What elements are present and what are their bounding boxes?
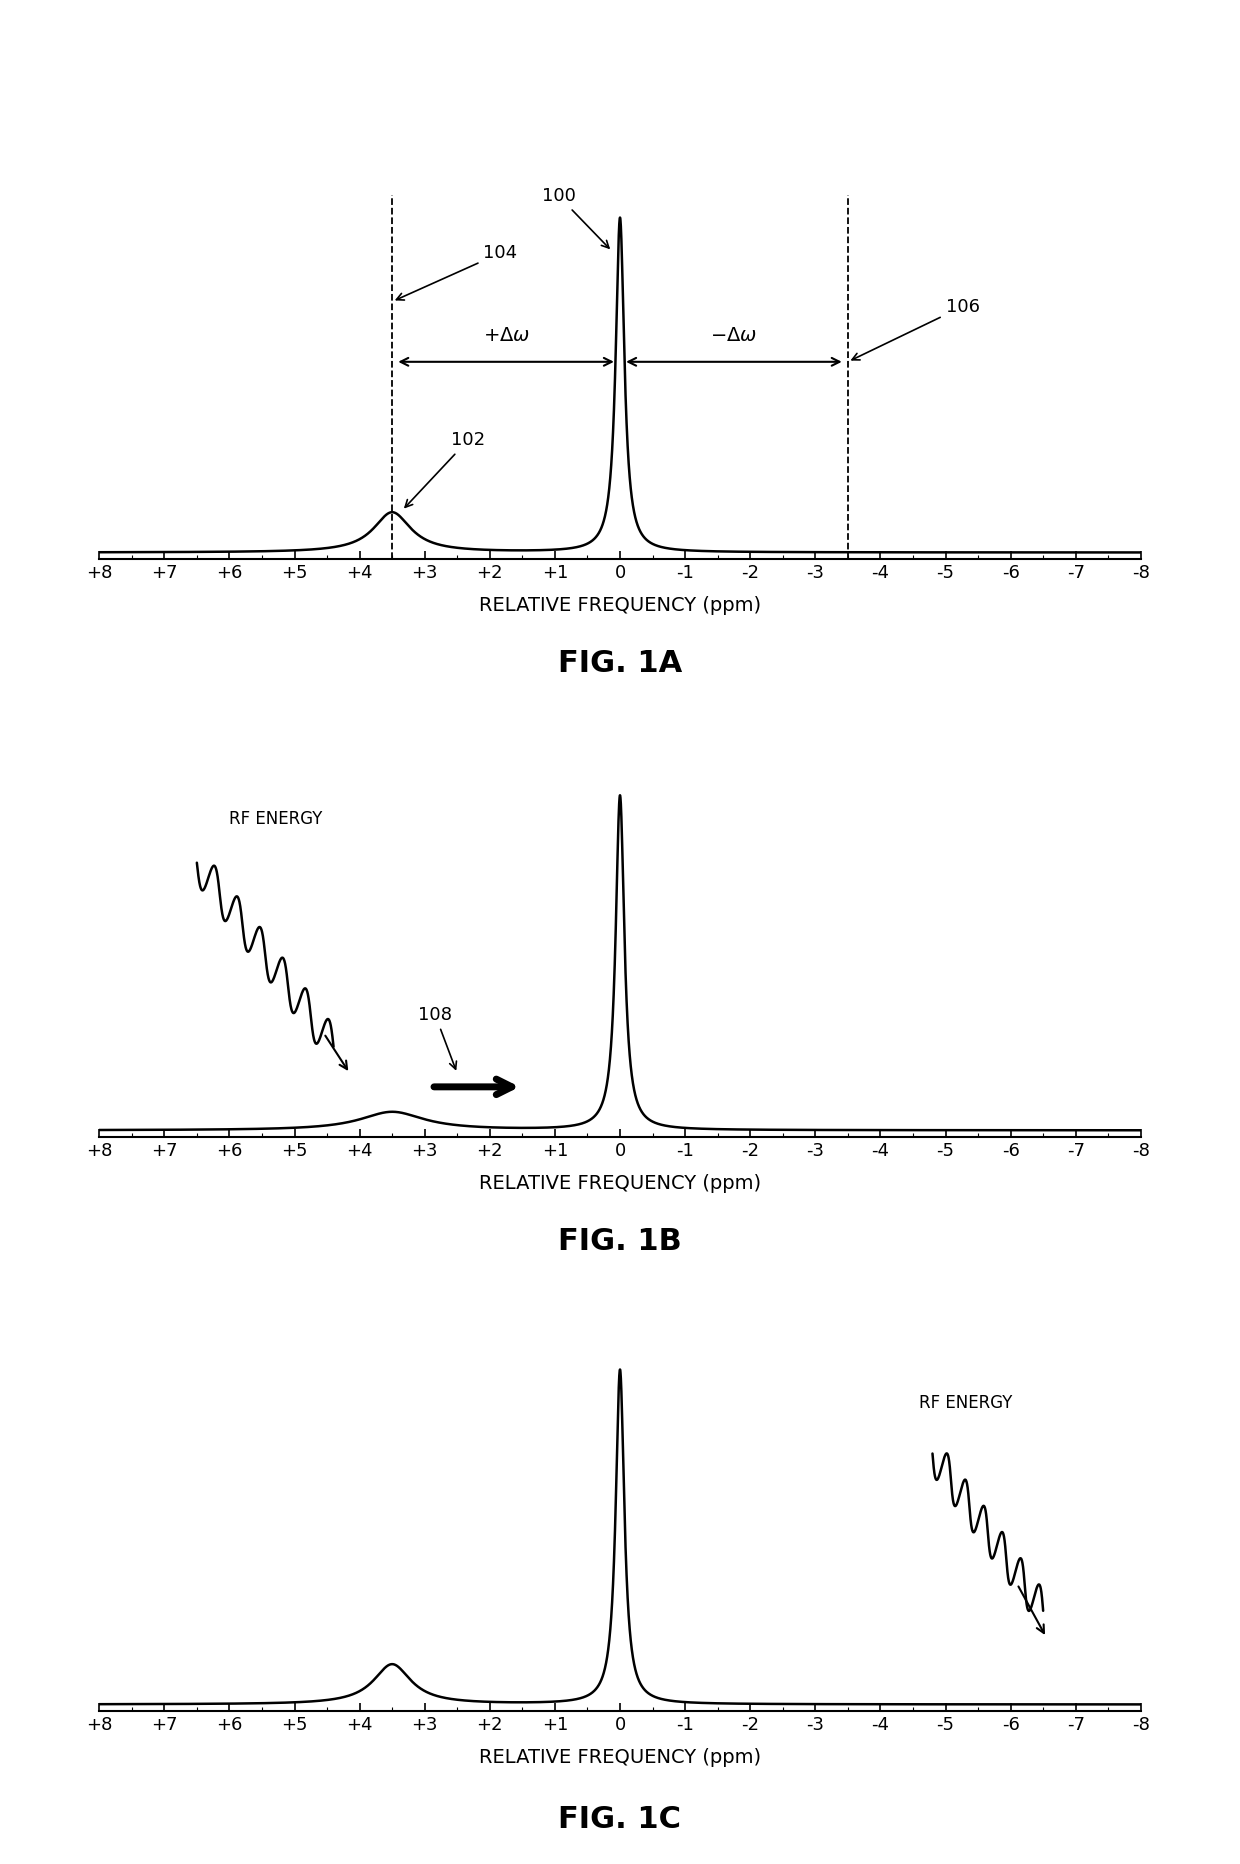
Text: 102: 102: [405, 431, 485, 507]
Text: 108: 108: [418, 1007, 456, 1070]
Text: FIG. 1B: FIG. 1B: [558, 1227, 682, 1256]
X-axis label: RELATIVE FREQUENCY (ppm): RELATIVE FREQUENCY (ppm): [479, 596, 761, 615]
Text: 104: 104: [397, 244, 517, 300]
Text: RF ENERGY: RF ENERGY: [919, 1394, 1013, 1413]
Text: 106: 106: [852, 298, 980, 360]
Text: $+\Delta\omega$: $+\Delta\omega$: [482, 326, 529, 345]
X-axis label: RELATIVE FREQUENCY (ppm): RELATIVE FREQUENCY (ppm): [479, 1748, 761, 1767]
Text: FIG. 1C: FIG. 1C: [558, 1804, 682, 1834]
X-axis label: RELATIVE FREQUENCY (ppm): RELATIVE FREQUENCY (ppm): [479, 1174, 761, 1193]
Text: 100: 100: [542, 186, 609, 248]
Text: RF ENERGY: RF ENERGY: [229, 811, 322, 828]
Text: FIG. 1A: FIG. 1A: [558, 649, 682, 678]
Text: $-\Delta\omega$: $-\Delta\omega$: [711, 326, 758, 345]
